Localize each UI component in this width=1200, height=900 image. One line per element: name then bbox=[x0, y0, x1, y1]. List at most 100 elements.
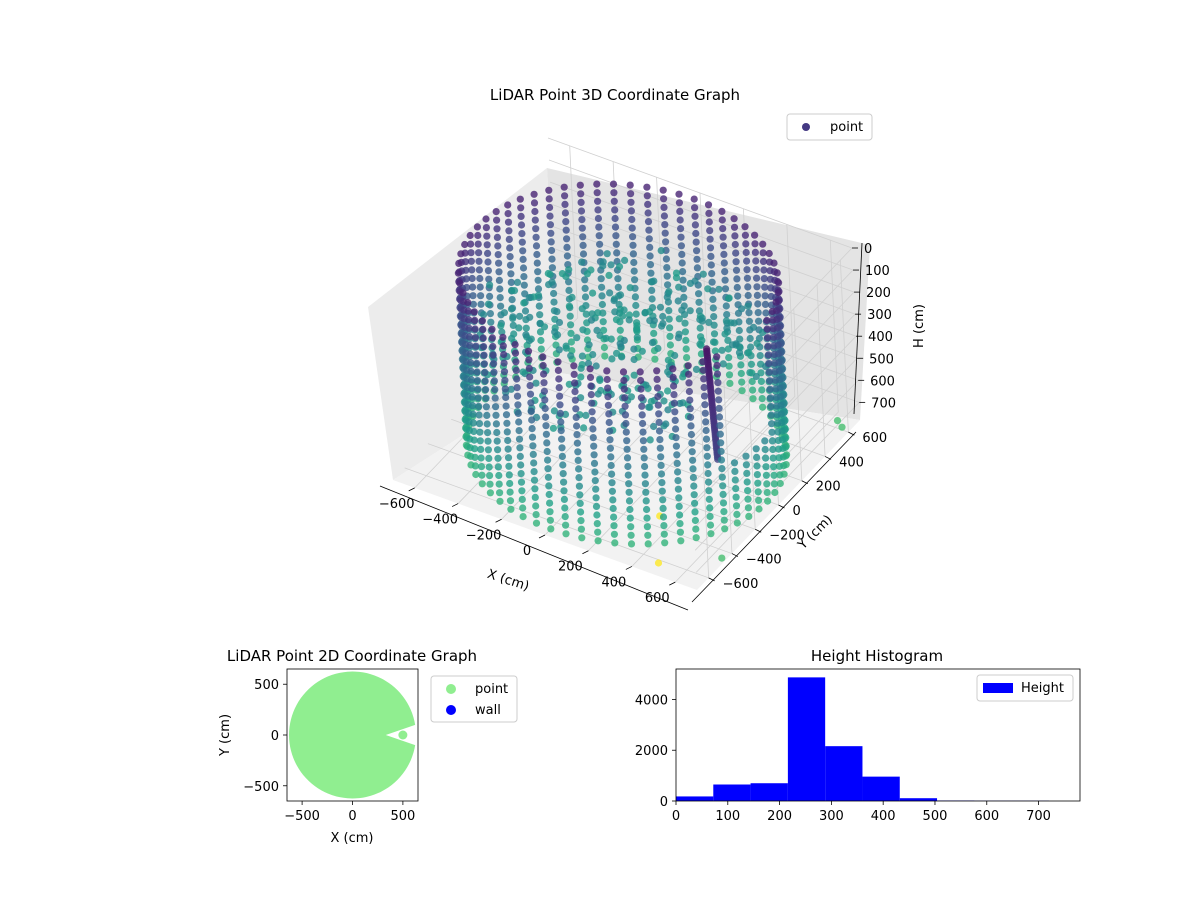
scatter3d-point bbox=[631, 293, 640, 301]
scatter3d-point bbox=[609, 504, 617, 513]
scatter3d-point bbox=[520, 273, 528, 281]
scatter3d-point bbox=[485, 463, 493, 471]
histogram-bars bbox=[676, 677, 1049, 801]
scatter3d-y-tick-label: 0 bbox=[793, 504, 801, 519]
scatter3d-point bbox=[614, 275, 622, 283]
scatter3d-point bbox=[525, 364, 533, 372]
scatter3d-point bbox=[599, 258, 607, 266]
scatter3d-point bbox=[754, 309, 762, 317]
scatter3d-point bbox=[654, 401, 662, 409]
scatter3d-point bbox=[471, 462, 479, 470]
scatter3d-point bbox=[732, 249, 740, 257]
scatter3d-point bbox=[683, 354, 691, 362]
scatter3d-point bbox=[671, 408, 679, 416]
scatter3d-point bbox=[548, 246, 556, 255]
scatter3d-point bbox=[674, 477, 682, 485]
scatter3d-point bbox=[540, 387, 549, 395]
scatter3d-point bbox=[489, 351, 497, 359]
scatter3d-point bbox=[765, 368, 773, 376]
scatter3d-point bbox=[720, 250, 728, 258]
scatter3d-point bbox=[763, 480, 771, 488]
scatter3d-point bbox=[476, 437, 484, 445]
scatter3d-point bbox=[747, 343, 755, 351]
scatter3d-point bbox=[611, 308, 619, 316]
scatter2d-y-tick-label: 500 bbox=[254, 678, 279, 693]
scatter3d-point bbox=[719, 490, 727, 498]
scatter3d-point bbox=[730, 459, 739, 467]
scatter3d-y-tick bbox=[731, 553, 739, 557]
scatter3d-point bbox=[749, 323, 758, 331]
scatter3d-point bbox=[546, 516, 555, 524]
scatter3d-point bbox=[705, 218, 713, 226]
scatter3d-point bbox=[760, 275, 768, 283]
scatter3d-point bbox=[486, 310, 494, 318]
scatter3d-point bbox=[603, 375, 611, 384]
scatter3d-point bbox=[731, 240, 739, 249]
scatter3d-point bbox=[691, 508, 699, 516]
scatter3d-point bbox=[744, 504, 753, 512]
scatter3d-point bbox=[467, 367, 475, 375]
scatter3d-point bbox=[570, 370, 578, 378]
scatter3d-point bbox=[513, 384, 521, 392]
scatter3d-point bbox=[732, 493, 740, 501]
scatter3d-point bbox=[689, 465, 697, 473]
scatter3d-point bbox=[644, 531, 652, 539]
scatter2d-point-cloud bbox=[289, 671, 416, 799]
scatter3d-point bbox=[671, 416, 679, 424]
scatter3d-point bbox=[555, 375, 563, 383]
scatter3d-point bbox=[527, 399, 535, 407]
scatter3d-point bbox=[629, 241, 637, 249]
scatter3d-point bbox=[575, 482, 584, 490]
scatter3d-point bbox=[540, 323, 549, 331]
scatter3d-point bbox=[608, 479, 616, 487]
scatter3d-point bbox=[546, 221, 555, 229]
scatter2d-outlier-point bbox=[398, 730, 408, 740]
scatter3d-point bbox=[500, 350, 508, 359]
scatter3d-point bbox=[570, 362, 578, 370]
scatter3d-point bbox=[554, 358, 562, 366]
scatter3d-point bbox=[500, 309, 508, 317]
scatter3d-point bbox=[540, 379, 548, 387]
scatter3d-point bbox=[469, 292, 477, 300]
scatter3d-point bbox=[773, 402, 781, 410]
scatter3d-point bbox=[531, 485, 539, 493]
scatter3d-point bbox=[692, 238, 700, 246]
scatter3d-z-tick-label: 500 bbox=[869, 352, 894, 367]
scatter3d-point bbox=[672, 434, 680, 442]
scatter3d-point bbox=[585, 341, 593, 349]
scatter3d-point bbox=[504, 454, 513, 462]
scatter3d-point bbox=[700, 375, 708, 383]
scatter2d-legend-point-label: point bbox=[475, 682, 508, 697]
scatter3d-point bbox=[745, 512, 753, 521]
scatter3d-point bbox=[717, 439, 725, 447]
scatter3d-point bbox=[689, 473, 698, 482]
scatter3d-point bbox=[484, 429, 492, 437]
scatter3d-point bbox=[594, 537, 602, 545]
scatter3d-point bbox=[685, 387, 694, 396]
histogram-x-tick-label: 700 bbox=[1026, 809, 1051, 824]
scatter3d-point bbox=[494, 251, 502, 259]
scatter3d-point bbox=[481, 377, 489, 385]
scatter3d-point bbox=[589, 351, 597, 359]
scatter3d-point bbox=[742, 240, 750, 248]
scatter3d-point bbox=[746, 369, 754, 377]
scatter3d-point bbox=[657, 453, 665, 461]
scatter3d-point bbox=[670, 399, 679, 407]
scatter3d-point bbox=[507, 385, 515, 393]
scatter3d-point bbox=[508, 296, 516, 304]
scatter3d-point bbox=[465, 324, 473, 332]
scatter3d-point bbox=[594, 309, 602, 317]
histogram-x-tick-label: 400 bbox=[871, 809, 896, 824]
scatter3d-point bbox=[487, 318, 495, 326]
scatter3d-point bbox=[732, 266, 741, 274]
scatter3d-point bbox=[699, 358, 707, 366]
scatter3d-point bbox=[594, 206, 602, 214]
scatter3d-point bbox=[693, 264, 702, 272]
scatter3d-point bbox=[754, 479, 762, 487]
scatter3d-point bbox=[665, 315, 673, 323]
scatter3d-point bbox=[475, 257, 483, 265]
scatter3d-point bbox=[644, 200, 652, 208]
scatter3d-point bbox=[771, 368, 779, 376]
scatter3d-point bbox=[719, 499, 728, 507]
